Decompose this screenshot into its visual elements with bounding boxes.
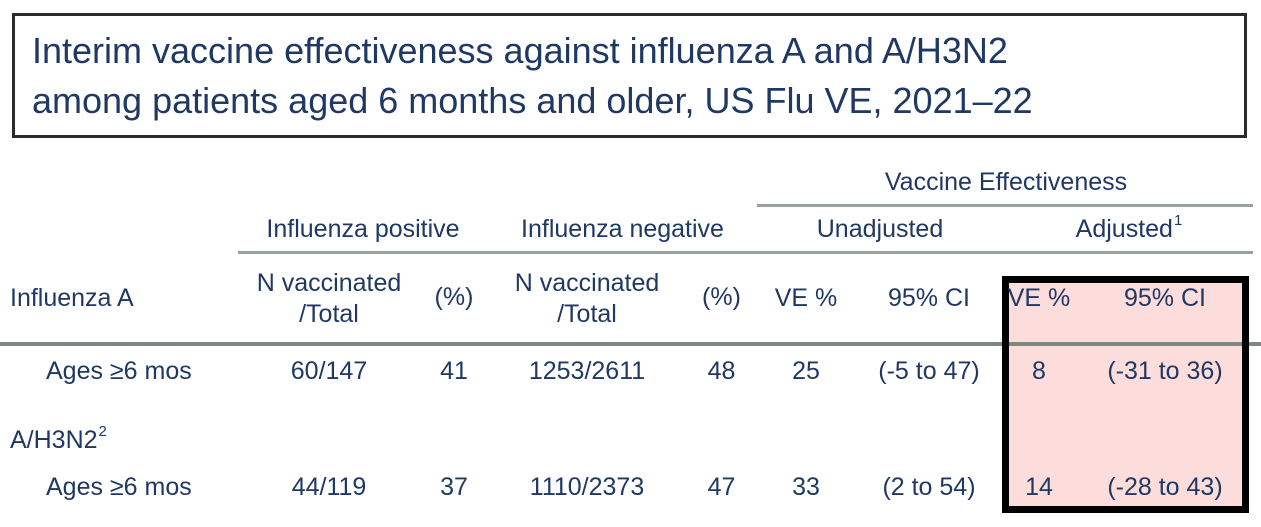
h3n2-footnote-marker: 2 [98, 423, 107, 440]
h3n2-ages-row-label: Ages ≥6 mos [46, 473, 192, 501]
flua-ve-adjusted-cell: 8 [1032, 357, 1046, 385]
h3n2-section-label-text: A/H3N2 [10, 426, 98, 454]
flua-ci-adjusted-cell: (-31 to 36) [1107, 357, 1223, 385]
rule-under-column-headers [0, 342, 1261, 346]
influenza-negative-group-header: Influenza negative [521, 214, 724, 243]
col-header-pct-negative: (%) [702, 283, 741, 311]
slide-title-box: Interim vaccine effectiveness against in… [12, 13, 1247, 138]
h3n2-pos-n-cell: 44/119 [291, 473, 367, 501]
adjusted-footnote-marker: 1 [1173, 211, 1183, 229]
col-header-n-vaccinated-total-positive: N vaccinated /Total [256, 268, 402, 328]
rule-under-vaccine-effectiveness [757, 204, 1253, 207]
row-header-influenza-a: Influenza A [10, 284, 134, 312]
flua-neg-pct-cell: 48 [707, 357, 736, 385]
h3n2-ve-unadjusted-cell: 33 [792, 473, 820, 501]
h3n2-neg-n-cell: 1110/2373 [529, 473, 645, 501]
flua-pos-pct-cell: 41 [440, 357, 468, 385]
col-header-ve-pct-adjusted: VE % [1007, 284, 1071, 312]
flua-ve-unadjusted-cell: 25 [792, 357, 820, 385]
adjusted-group-header: Adjusted 1 [1003, 205, 1255, 253]
rule-under-group-headers [238, 251, 1253, 254]
col-header-pct-positive: (%) [434, 283, 474, 311]
flua-neg-n-cell: 1253/2611 [528, 357, 646, 385]
col-header-n-vaccinated-total-negative: N vaccinated /Total [514, 268, 660, 328]
influenza-positive-group-header: Influenza positive [266, 214, 460, 243]
ve-table: Vaccine Effectiveness Influenza positive… [0, 160, 1261, 520]
col-header-95ci-unadjusted: 95% CI [888, 284, 970, 312]
h3n2-ci-adjusted-cell: (-28 to 43) [1107, 473, 1223, 501]
slide-title-line-1: Interim vaccine effectiveness against in… [32, 30, 1008, 71]
flua-ages-row-label: Ages ≥6 mos [46, 357, 192, 385]
vaccine-effectiveness-span-header: Vaccine Effectiveness [884, 168, 1128, 196]
adjusted-group-header-label: Adjusted [1075, 214, 1173, 243]
adjusted-highlight-fill [1005, 279, 1246, 510]
h3n2-ve-adjusted-cell: 14 [1025, 473, 1053, 501]
h3n2-ci-unadjusted-cell: (2 to 54) [882, 473, 976, 501]
h3n2-neg-pct-cell: 47 [707, 473, 736, 501]
slide-title-line-2: among patients aged 6 months and older, … [32, 80, 1033, 121]
h3n2-section-label: A/H3N2 2 [0, 399, 488, 460]
flua-pos-n-cell: 60/147 [290, 357, 368, 385]
h3n2-pos-pct-cell: 37 [440, 473, 468, 501]
flua-ci-unadjusted-cell: (-5 to 47) [878, 357, 980, 385]
col-header-95ci-adjusted: 95% CI [1124, 284, 1206, 312]
unadjusted-group-header: Unadjusted [816, 214, 944, 243]
adjusted-highlight-border [1002, 276, 1249, 513]
col-header-ve-pct-unadjusted: VE % [774, 284, 838, 312]
